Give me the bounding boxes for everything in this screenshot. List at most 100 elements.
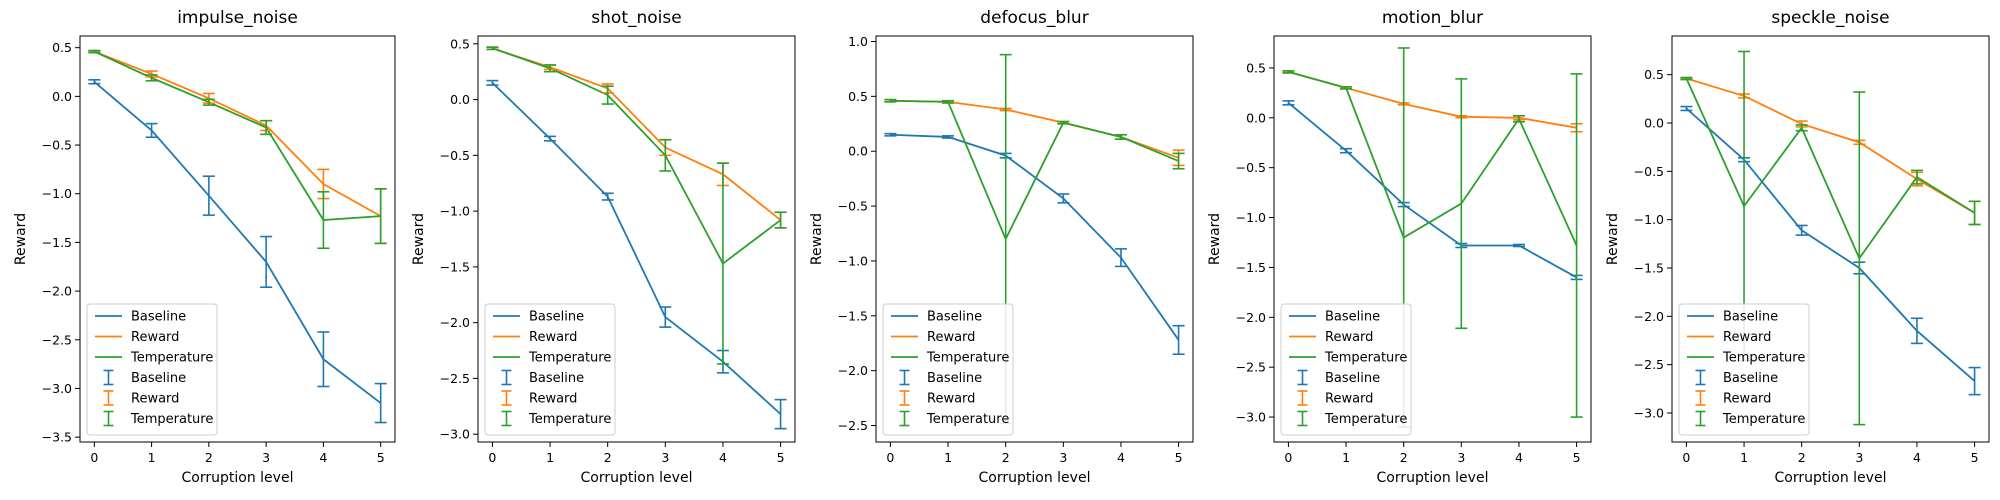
y-tick-label: −2.5	[440, 371, 470, 386]
legend-label: Temperature	[1324, 351, 1407, 366]
x-tick-label: 4	[319, 450, 327, 465]
legend-label: Baseline	[131, 310, 186, 325]
chart-title: shot_noise	[591, 8, 681, 28]
legend-label: Reward	[927, 330, 975, 345]
y-axis-label: Reward	[411, 213, 427, 265]
axes-frame	[1671, 35, 1990, 443]
series-line-reward	[1288, 71, 1577, 129]
y-tick-label: 0.0	[1644, 116, 1664, 131]
y-axis-label: Reward	[1605, 213, 1621, 265]
chart-panel-impulse-noise: impulse_noise 0 1 2 3 4 5 0.5 0.0 −0.5 −1.0 −1.5 −2.…	[13, 8, 396, 486]
y-tick-label: −1.0	[838, 253, 868, 268]
y-tick-label: −3.0	[440, 427, 470, 442]
y-tick-label: −0.5	[1236, 160, 1266, 175]
legend: Baseline Reward Temperature Baseline Reward T…	[484, 303, 616, 436]
y-tick-label: −2.5	[1236, 360, 1266, 375]
legend-label: Temperature	[926, 351, 1009, 366]
x-tick-label: 5	[1175, 450, 1183, 465]
y-tick-label: −1.5	[1236, 260, 1266, 275]
series-line-reward	[1686, 77, 1976, 214]
x-tick-label: 5	[377, 450, 385, 465]
legend-label: Baseline	[927, 310, 982, 325]
series-line-temperature	[1288, 71, 1578, 246]
chart-title: impulse_noise	[177, 8, 298, 28]
legend-label: Reward	[1723, 392, 1771, 407]
y-tick-label: −0.5	[838, 199, 868, 214]
legend-label: Reward	[529, 392, 577, 407]
legend-label: Reward	[1325, 392, 1373, 407]
chart-title: motion_blur	[1382, 8, 1483, 28]
y-tick-label: −3.0	[1634, 406, 1664, 421]
legend-label: Temperature	[130, 412, 213, 427]
y-tick-label: −1.5	[1634, 261, 1664, 276]
y-tick-label: 0.5	[450, 36, 470, 51]
x-axis-label: Corruption level	[1775, 470, 1887, 486]
y-tick-label: −1.0	[1236, 210, 1266, 225]
legend-label: Temperature	[1722, 351, 1805, 366]
legend-label: Baseline	[1325, 371, 1380, 386]
legend: Baseline Reward Temperature Baseline Reward T…	[882, 303, 1014, 436]
y-axis-label: Reward	[13, 213, 29, 265]
series-line-reward	[93, 50, 382, 217]
x-axis-label: Corruption level	[979, 470, 1091, 486]
axes-frame	[1273, 35, 1592, 443]
y-tick-label: −2.5	[838, 418, 868, 433]
chart-panel-speckle-noise: speckle_noise 0 1 2 3 4 5 0.5 0.0 −0.5 −1.0 −1.5 −2.…	[1605, 8, 1990, 486]
y-tick-label: 0.5	[848, 89, 868, 104]
chart-title: defocus_blur	[980, 8, 1088, 28]
series-line-temperature	[890, 99, 1179, 242]
y-tick-label: 0.5	[1644, 67, 1664, 82]
x-tick-label: 3	[1457, 450, 1465, 465]
y-tick-label: −1.5	[42, 235, 72, 250]
legend-label: Baseline	[131, 371, 186, 386]
x-tick-label: 0	[488, 450, 496, 465]
x-tick-label: 1	[148, 450, 156, 465]
plot-area	[1282, 47, 1583, 428]
y-tick-label: −3.0	[1236, 410, 1266, 425]
y-tick-label: 0.0	[52, 89, 72, 104]
x-tick-label: 0	[1682, 450, 1690, 465]
series-line-baseline	[1287, 102, 1578, 279]
legend-label: Baseline	[927, 371, 982, 386]
series-line-baseline	[491, 82, 782, 415]
legend-label: Baseline	[1723, 371, 1778, 386]
legend: Baseline Reward Temperature Baseline Reward T…	[1280, 303, 1412, 436]
legend-label: Reward	[529, 330, 577, 345]
y-tick-label: −0.5	[42, 138, 72, 153]
x-tick-label: 3	[1059, 450, 1067, 465]
x-tick-label: 4	[1515, 450, 1523, 465]
axes-frame	[875, 35, 1194, 443]
legend-label: Temperature	[1722, 412, 1805, 427]
x-axis-label: Corruption level	[182, 470, 294, 486]
x-tick-label: 5	[1971, 450, 1979, 465]
legend-label: Temperature	[926, 412, 1009, 427]
legend-label: Baseline	[1325, 310, 1380, 325]
y-tick-label: −2.0	[838, 363, 868, 378]
legend-label: Reward	[131, 330, 179, 345]
x-tick-label: 0	[1284, 450, 1292, 465]
x-tick-label: 2	[1798, 450, 1806, 465]
legend-label: Reward	[1723, 330, 1771, 345]
y-tick-label: −1.0	[440, 204, 470, 219]
x-tick-label: 2	[1400, 450, 1408, 465]
series-line-reward	[492, 47, 782, 221]
y-tick-label: 0.0	[450, 92, 470, 107]
axes-frame	[79, 35, 396, 443]
y-tick-label: −0.5	[440, 148, 470, 163]
legend-label: Baseline	[529, 371, 584, 386]
y-tick-label: −2.0	[440, 315, 470, 330]
legend-label: Baseline	[529, 310, 584, 325]
x-tick-label: 0	[886, 450, 894, 465]
x-tick-label: 5	[1573, 450, 1581, 465]
axes-frame	[477, 35, 796, 443]
legend: Baseline Reward Temperature Baseline Reward T…	[1678, 303, 1810, 436]
y-tick-label: −2.0	[1236, 310, 1266, 325]
x-tick-label: 0	[90, 450, 98, 465]
x-tick-label: 2	[1002, 450, 1010, 465]
legend: Baseline Reward Temperature Baseline Reward T…	[86, 303, 218, 436]
y-tick-label: −2.5	[42, 332, 72, 347]
legend-label: Reward	[1325, 330, 1373, 345]
x-axis-label: Corruption level	[581, 470, 693, 486]
y-tick-label: −3.5	[42, 430, 72, 445]
x-tick-label: 2	[604, 450, 612, 465]
